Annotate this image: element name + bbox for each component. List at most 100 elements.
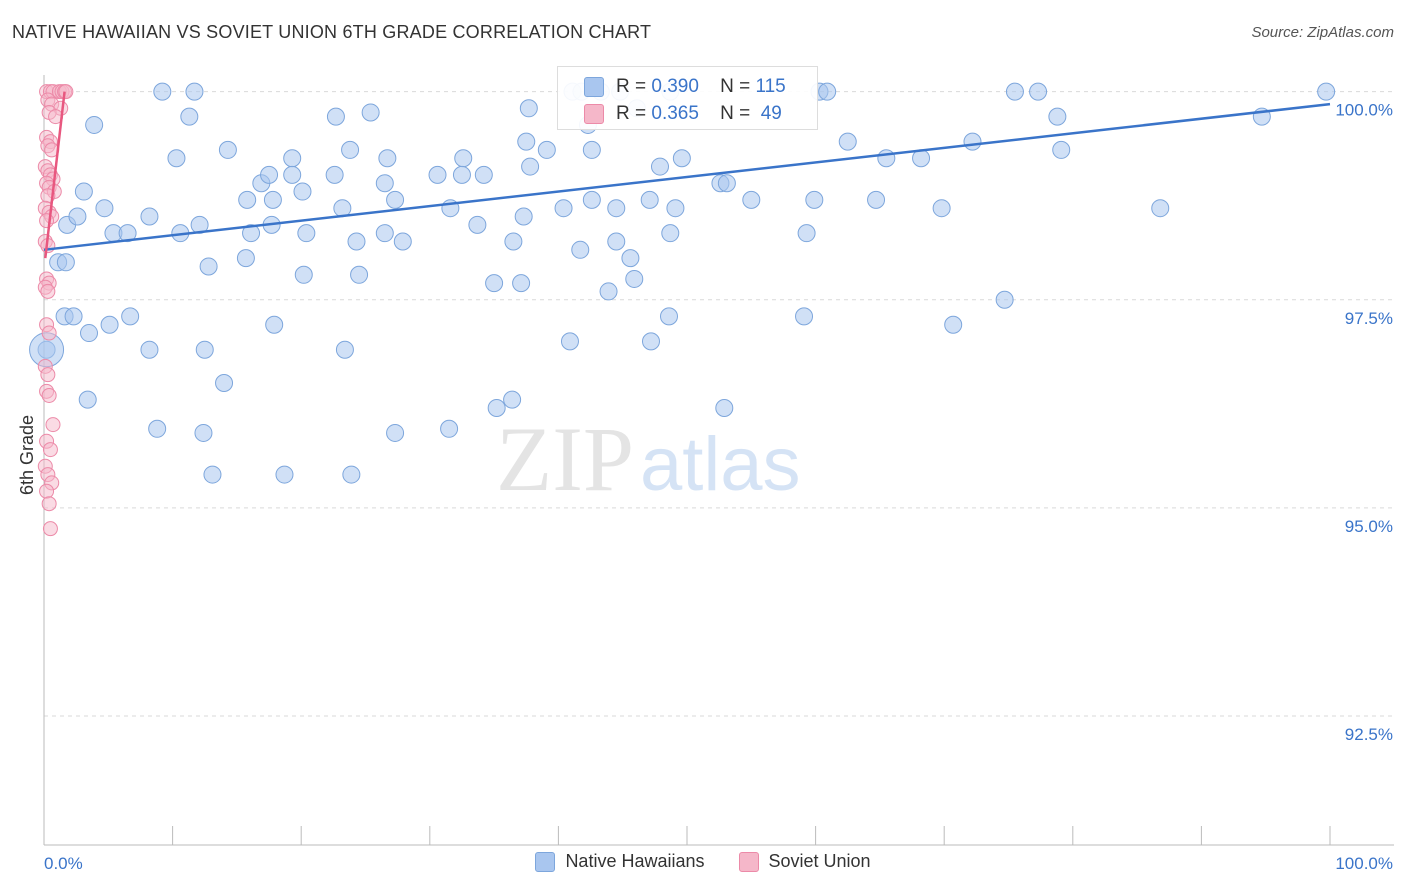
data-point xyxy=(1048,107,1067,126)
data-point xyxy=(932,199,951,218)
data-point xyxy=(386,190,405,209)
data-point xyxy=(80,324,99,343)
data-point xyxy=(39,483,55,499)
data-point xyxy=(818,82,837,101)
legend: Native Hawaiians Soviet Union xyxy=(0,851,1406,872)
data-point xyxy=(342,465,361,484)
data-point xyxy=(39,213,55,229)
data-point xyxy=(265,315,284,334)
data-point xyxy=(519,99,538,118)
data-point xyxy=(347,232,366,251)
data-point xyxy=(341,140,360,159)
data-point xyxy=(1052,140,1071,159)
legend-swatch-blue xyxy=(535,851,556,872)
legend-item-soviet-union[interactable]: Soviet Union xyxy=(738,851,871,872)
data-point xyxy=(537,140,556,159)
n-value: 115 xyxy=(755,76,786,97)
data-point xyxy=(140,207,159,226)
stats-swatch-pink xyxy=(584,104,604,124)
data-point xyxy=(40,367,56,383)
data-point xyxy=(294,265,313,284)
data-point xyxy=(554,199,573,218)
data-point xyxy=(454,149,473,168)
data-point xyxy=(607,232,626,251)
stats-text: R = 0.365 N = 49 xyxy=(616,103,782,125)
data-point xyxy=(283,149,302,168)
data-point xyxy=(45,417,61,433)
data-point xyxy=(74,182,93,201)
data-point xyxy=(263,190,282,209)
data-point xyxy=(666,199,685,218)
n-label: N = xyxy=(720,103,751,124)
n-label: N = xyxy=(720,76,751,97)
data-point xyxy=(100,315,119,334)
data-point xyxy=(1317,82,1336,101)
data-point xyxy=(512,274,531,293)
data-point xyxy=(199,257,218,276)
data-point xyxy=(167,149,186,168)
data-point xyxy=(68,207,87,226)
data-point xyxy=(238,190,257,209)
data-point xyxy=(42,521,58,537)
data-point xyxy=(517,132,536,151)
legend-swatch-pink xyxy=(738,851,759,872)
data-point xyxy=(621,249,640,268)
data-point xyxy=(503,390,522,409)
series-soviet-union xyxy=(37,84,74,537)
data-point xyxy=(297,224,316,243)
data-point xyxy=(236,249,255,268)
data-point xyxy=(118,224,137,243)
data-point xyxy=(85,115,104,134)
stats-row-soviet-union: R = 0.365 N = 49 xyxy=(584,100,782,128)
data-point xyxy=(393,232,412,251)
data-point xyxy=(242,224,261,243)
legend-item-native-hawaiians[interactable]: Native Hawaiians xyxy=(535,851,705,872)
data-point xyxy=(293,182,312,201)
legend-label: Soviet Union xyxy=(768,851,871,871)
data-point xyxy=(335,340,354,359)
data-point xyxy=(659,307,678,326)
data-point xyxy=(41,496,57,512)
chart-title: NATIVE HAWAIIAN VS SOVIET UNION 6TH GRAD… xyxy=(12,22,652,42)
data-point xyxy=(325,165,344,184)
data-point xyxy=(560,332,579,351)
data-point xyxy=(487,398,506,417)
data-point xyxy=(468,215,487,234)
n-value: 49 xyxy=(760,103,782,124)
y-tick-label: 97.5% xyxy=(1345,309,1393,328)
data-point xyxy=(877,149,896,168)
data-point xyxy=(195,340,214,359)
data-point xyxy=(521,157,540,176)
trendlines xyxy=(43,91,1331,259)
stats-row-native-hawaiians: R = 0.390 N = 115 xyxy=(584,73,786,101)
data-point xyxy=(440,419,459,438)
data-point xyxy=(717,174,736,193)
r-value: 0.365 xyxy=(651,103,699,124)
data-point xyxy=(641,332,660,351)
y-tick-label: 92.5% xyxy=(1345,725,1393,744)
data-point xyxy=(203,465,222,484)
x-tick-label: 0.0% xyxy=(44,854,83,873)
data-point xyxy=(215,374,234,392)
data-point xyxy=(95,199,114,218)
data-point xyxy=(742,190,761,209)
data-point xyxy=(260,165,279,184)
data-point xyxy=(428,165,447,184)
data-point xyxy=(375,174,394,193)
data-point xyxy=(58,84,74,100)
data-point xyxy=(650,157,669,176)
data-point xyxy=(607,199,626,218)
y-axis-label: 6th Grade xyxy=(17,415,37,495)
y-tick-label: 100.0% xyxy=(1335,101,1393,120)
data-point xyxy=(582,190,601,209)
data-point xyxy=(797,224,816,243)
data-point xyxy=(283,165,302,184)
data-point xyxy=(194,423,213,442)
tick-labels: 100.0% 97.5% 95.0% 92.5% 0.0% 100.0% xyxy=(44,101,1393,873)
data-point xyxy=(42,442,58,458)
data-point xyxy=(378,149,397,168)
data-point xyxy=(361,103,380,122)
data-point xyxy=(640,190,659,209)
data-point xyxy=(218,140,237,159)
trendline xyxy=(44,91,66,259)
